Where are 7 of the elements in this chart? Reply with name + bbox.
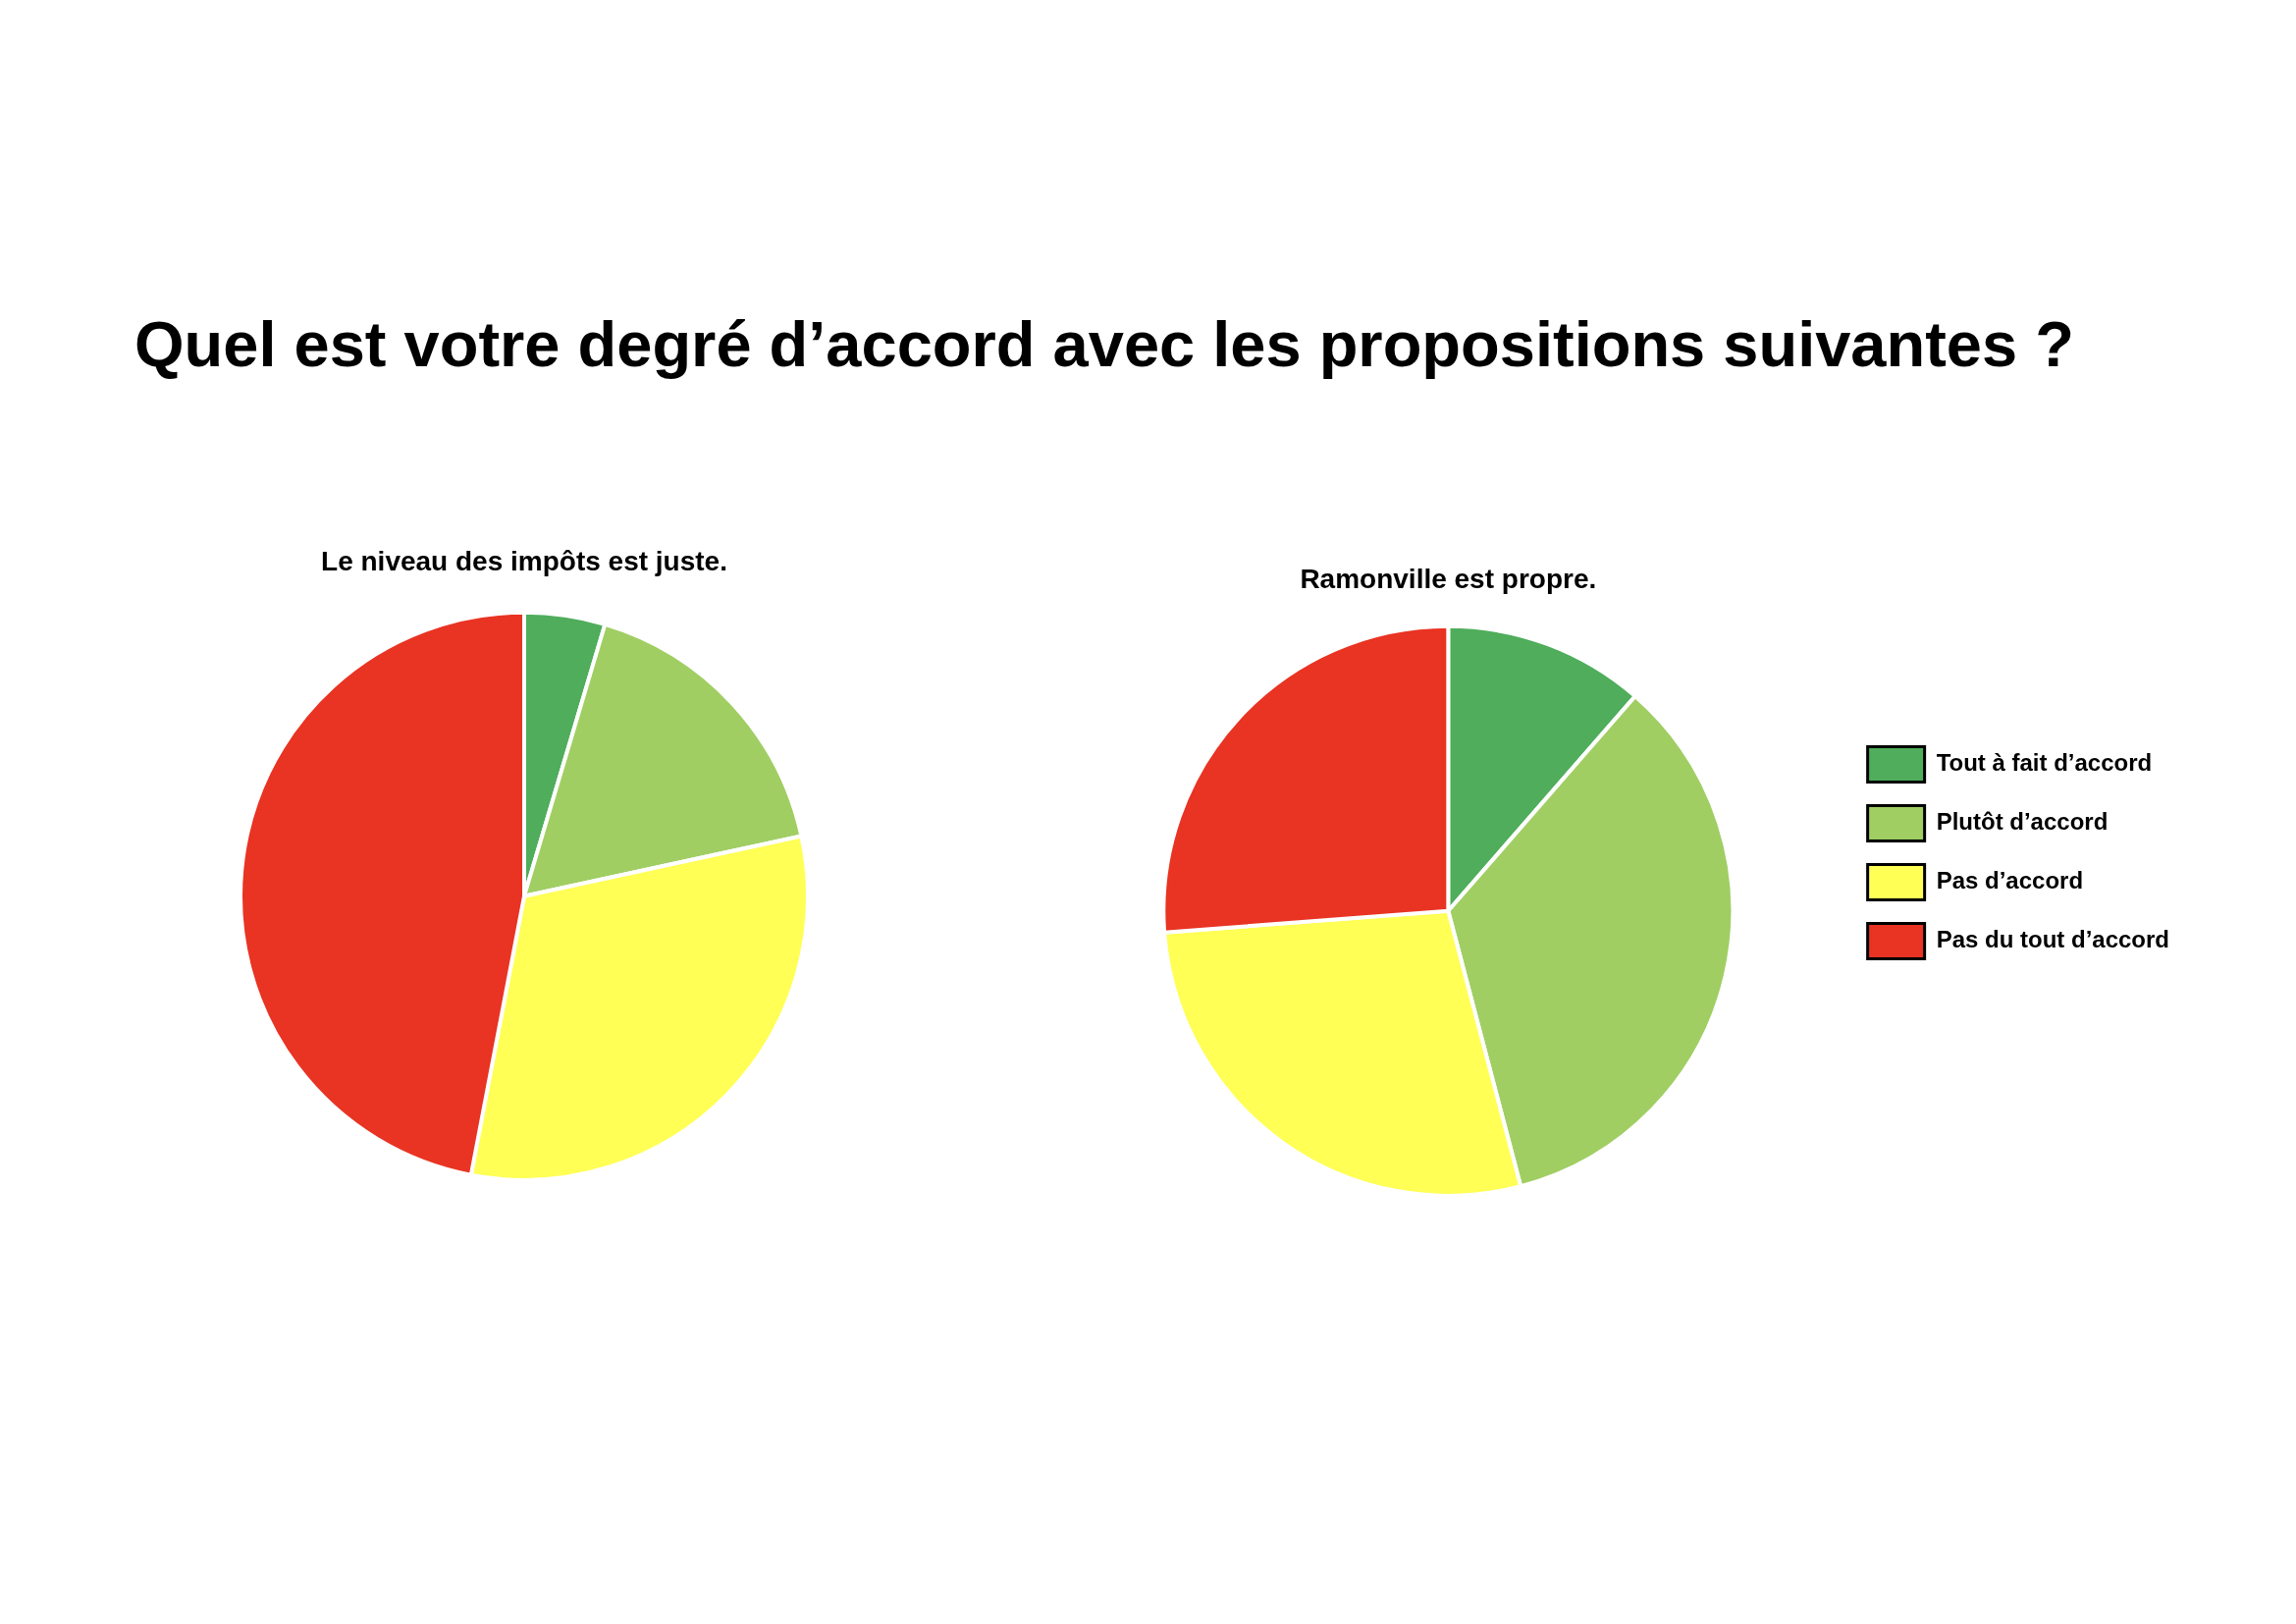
text: Quel est votre degré d’accord avec les propositions suivantes ? [134, 307, 2075, 382]
legend-label: Pas du tout d’accord [1936, 926, 2170, 953]
chart-title: Le niveau des impôts est juste. [321, 545, 727, 576]
chart-title: Ramonville est propre. [1300, 563, 1597, 594]
legend-label: Tout à fait d’accord [1936, 749, 2153, 777]
legend-label: Pas d’accord [1936, 867, 2084, 894]
legend-label: Plutôt d’accord [1936, 808, 2109, 836]
